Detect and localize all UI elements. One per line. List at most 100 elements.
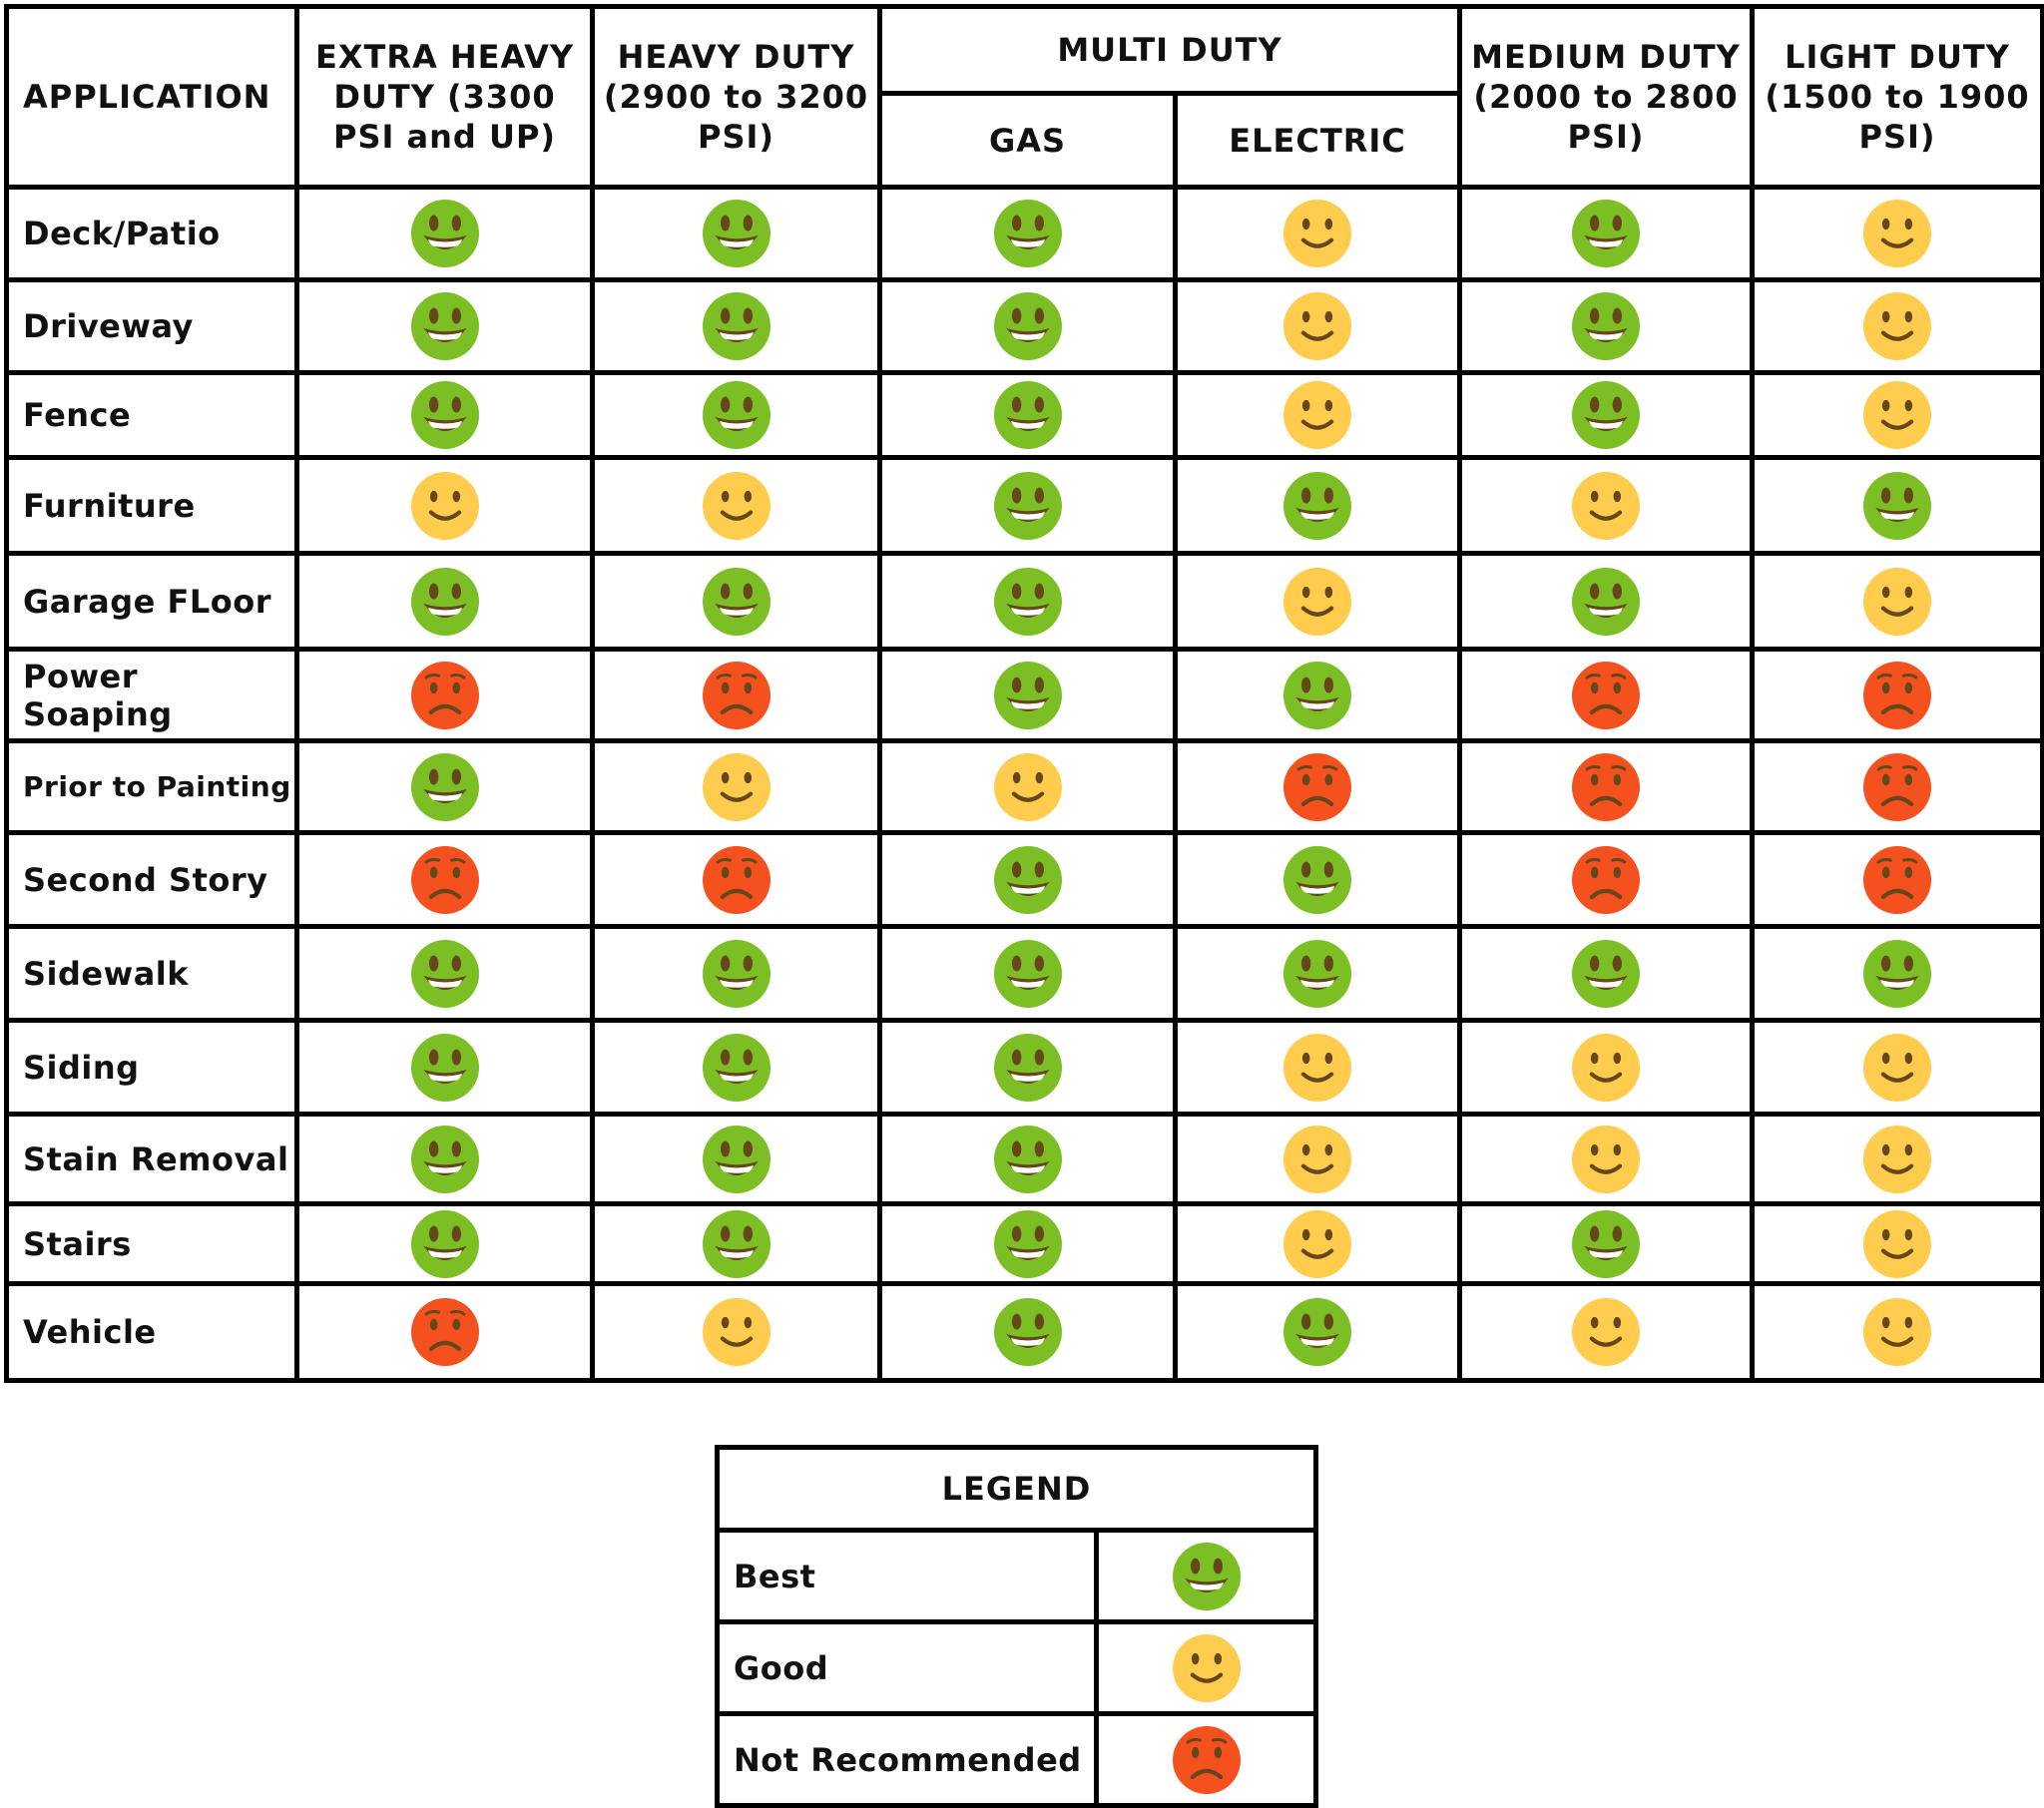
slightly-smiling-face-icon bbox=[1283, 1125, 1351, 1193]
header-extra-heavy-duty: EXTRA HEAVY DUTY (3300 PSI and UP) bbox=[294, 4, 595, 190]
table-row: Siding bbox=[4, 1018, 2044, 1117]
grinning-face-icon bbox=[993, 381, 1062, 449]
slightly-smiling-face-icon bbox=[702, 752, 770, 821]
rating-cell bbox=[1750, 370, 2044, 460]
rating-cell bbox=[1173, 1112, 1462, 1206]
rating-cell bbox=[1173, 455, 1462, 556]
rating-cell bbox=[590, 551, 882, 652]
frowning-face-icon bbox=[1863, 845, 1931, 914]
legend-row: Best bbox=[715, 1528, 1318, 1624]
slightly-smiling-face-icon bbox=[702, 1298, 770, 1366]
rating-cell bbox=[294, 647, 595, 743]
rating-cell bbox=[1750, 1201, 2044, 1286]
grinning-face-icon bbox=[410, 939, 479, 1008]
rating-cell bbox=[1457, 370, 1755, 460]
grinning-face-icon bbox=[702, 1125, 770, 1193]
rating-cell bbox=[294, 924, 595, 1023]
rating-cell bbox=[294, 1281, 595, 1383]
slightly-smiling-face-icon bbox=[1283, 1033, 1351, 1102]
rating-cell bbox=[877, 370, 1178, 460]
slightly-smiling-face-icon bbox=[1863, 292, 1931, 360]
rating-cell bbox=[1457, 185, 1755, 282]
application-label: Prior to Painting bbox=[4, 738, 299, 835]
rating-cell bbox=[1173, 277, 1462, 375]
header-medium-duty: MEDIUM DUTY (2000 to 2800 PSI) bbox=[1457, 4, 1755, 190]
rating-cell bbox=[1173, 1201, 1462, 1286]
table-row: Stain Removal bbox=[4, 1112, 2044, 1206]
legend-label: Good bbox=[715, 1619, 1099, 1716]
table-row: Stairs bbox=[4, 1201, 2044, 1286]
rating-cell bbox=[294, 830, 595, 929]
grinning-face-icon bbox=[702, 939, 770, 1008]
grinning-face-icon bbox=[993, 1209, 1062, 1278]
rating-cell bbox=[1750, 455, 2044, 556]
grinning-face-icon bbox=[410, 381, 479, 449]
slightly-smiling-face-icon bbox=[1283, 292, 1351, 360]
rating-cell bbox=[1750, 185, 2044, 282]
rating-cell bbox=[1173, 185, 1462, 282]
rating-cell bbox=[590, 185, 882, 282]
grinning-face-icon bbox=[1572, 1209, 1640, 1278]
slightly-smiling-face-icon bbox=[1572, 1298, 1640, 1366]
rating-cell bbox=[1457, 455, 1755, 556]
header-electric: ELECTRIC bbox=[1173, 91, 1462, 190]
rating-cell bbox=[1457, 924, 1755, 1023]
rating-cell bbox=[294, 738, 595, 835]
grinning-face-icon bbox=[410, 567, 479, 636]
rating-cell bbox=[1173, 830, 1462, 929]
rating-cell bbox=[590, 1281, 882, 1383]
rating-cell bbox=[1750, 924, 2044, 1023]
rating-cell bbox=[1173, 647, 1462, 743]
slightly-smiling-face-icon bbox=[1283, 381, 1351, 449]
table-row: Prior to Painting bbox=[4, 738, 2044, 835]
rating-cell bbox=[877, 1112, 1178, 1206]
application-label: Stain Removal bbox=[4, 1112, 299, 1206]
rating-cell bbox=[1173, 551, 1462, 652]
rating-cell bbox=[590, 277, 882, 375]
rating-cell bbox=[1457, 1281, 1755, 1383]
table-row: Driveway bbox=[4, 277, 2044, 375]
slightly-smiling-face-icon bbox=[1863, 1298, 1931, 1366]
slightly-smiling-face-icon bbox=[1863, 567, 1931, 636]
slightly-smiling-face-icon bbox=[1863, 1033, 1931, 1102]
slightly-smiling-face-icon bbox=[1863, 1209, 1931, 1278]
rating-cell bbox=[1750, 830, 2044, 929]
table-row: Furniture bbox=[4, 455, 2044, 556]
rating-cell bbox=[590, 1112, 882, 1206]
rating-cell bbox=[877, 277, 1178, 375]
table-row: Garage FLoor bbox=[4, 551, 2044, 652]
legend-row: Good bbox=[715, 1619, 1318, 1716]
rating-cell bbox=[877, 1018, 1178, 1117]
grinning-face-icon bbox=[993, 567, 1062, 636]
application-rating-table: APPLICATION EXTRA HEAVY DUTY (3300 PSI a… bbox=[4, 4, 2044, 1383]
rating-cell bbox=[1750, 551, 2044, 652]
grinning-face-icon bbox=[993, 939, 1062, 1008]
table-row: Sidewalk bbox=[4, 924, 2044, 1023]
rating-cell bbox=[877, 924, 1178, 1023]
header-light-duty: LIGHT DUTY (1500 to 1900 PSI) bbox=[1750, 4, 2044, 190]
header-gas: GAS bbox=[877, 91, 1178, 190]
table-header: APPLICATION EXTRA HEAVY DUTY (3300 PSI a… bbox=[4, 4, 2044, 190]
application-label: Power Soaping bbox=[4, 647, 299, 743]
slightly-smiling-face-icon bbox=[1172, 1633, 1241, 1702]
grinning-face-icon bbox=[1283, 661, 1351, 729]
grinning-face-icon bbox=[1863, 471, 1931, 540]
application-label: Driveway bbox=[4, 277, 299, 375]
application-label: Garage FLoor bbox=[4, 551, 299, 652]
rating-cell bbox=[877, 1201, 1178, 1286]
frowning-face-icon bbox=[1572, 661, 1640, 729]
frowning-face-icon bbox=[702, 845, 770, 914]
rating-cell bbox=[590, 370, 882, 460]
grinning-face-icon bbox=[410, 1033, 479, 1102]
frowning-face-icon bbox=[1863, 661, 1931, 729]
rating-cell bbox=[590, 1018, 882, 1117]
header-multi-duty: MULTI DUTY bbox=[877, 4, 1462, 96]
rating-cell bbox=[1750, 1112, 2044, 1206]
table-row: Power Soaping bbox=[4, 647, 2044, 743]
grinning-face-icon bbox=[702, 381, 770, 449]
slightly-smiling-face-icon bbox=[410, 471, 479, 540]
grinning-face-icon bbox=[993, 1125, 1062, 1193]
grinning-face-icon bbox=[1283, 939, 1351, 1008]
rating-cell bbox=[1750, 738, 2044, 835]
grinning-face-icon bbox=[410, 752, 479, 821]
